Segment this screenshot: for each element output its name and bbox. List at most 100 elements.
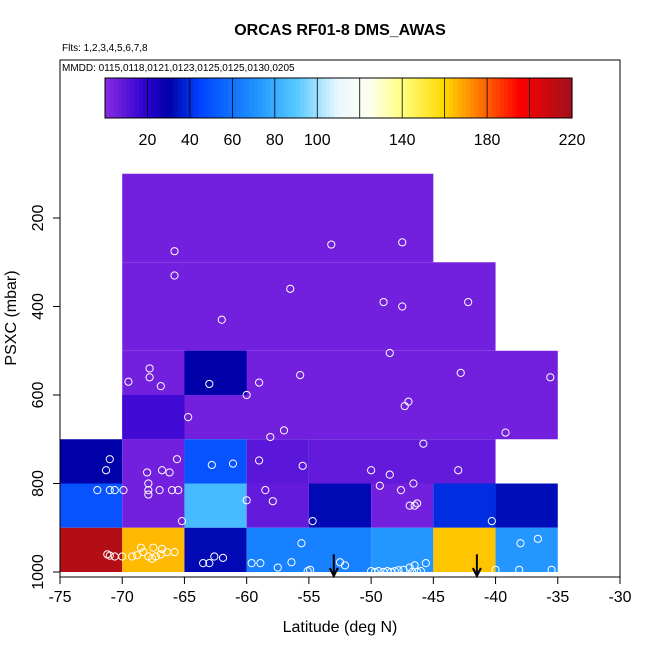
colorbar-segment xyxy=(512,78,518,118)
observation-point xyxy=(273,563,282,572)
observation-point xyxy=(516,539,525,548)
observation-point xyxy=(386,567,396,577)
observation-point xyxy=(255,378,264,387)
observation-point xyxy=(105,486,114,495)
y-axis: 200 400 600 800 1000 xyxy=(30,205,61,590)
observation-point xyxy=(398,302,407,311)
colorbar-segment xyxy=(393,78,399,118)
observation-point xyxy=(409,479,418,488)
observation-point xyxy=(306,565,315,574)
colorbar-segment xyxy=(448,78,454,118)
observation-point xyxy=(298,461,307,470)
observation-point xyxy=(405,501,414,510)
observation-point xyxy=(157,466,167,475)
colorbar-segment xyxy=(563,78,569,118)
colorbar-segment xyxy=(143,78,149,118)
heatmap-cells xyxy=(60,173,558,572)
chart-title: ORCAS RF01-8 DMS_AWAS xyxy=(234,22,446,39)
heatmap-cell xyxy=(122,483,185,528)
observation-point xyxy=(170,547,179,557)
observation-point xyxy=(105,455,114,464)
observation-point xyxy=(149,543,158,552)
observation-point xyxy=(261,486,270,495)
observation-point xyxy=(421,559,430,568)
colorbar-segment xyxy=(491,78,497,118)
colorbar-segment xyxy=(495,78,501,118)
observation-point xyxy=(136,543,145,552)
colorbar-segment xyxy=(240,78,246,118)
observation-point xyxy=(177,517,187,526)
observation-point xyxy=(128,552,137,561)
colorbar-segment xyxy=(266,78,272,118)
colorbar-segment xyxy=(397,78,403,118)
x-axis: -75 -70 -65 -60 -55 -50 -45 -40 -35 -30 xyxy=(48,576,632,606)
observation-point xyxy=(396,486,406,495)
observation-point xyxy=(385,470,394,479)
colorbar-segment xyxy=(559,78,565,118)
y-tick-label: 1000 xyxy=(30,554,47,590)
colorbar-segment xyxy=(189,78,195,118)
observation-point xyxy=(416,567,425,576)
colorbar-segment xyxy=(385,78,391,118)
observation-point xyxy=(266,432,275,442)
colorbar-segment xyxy=(376,78,382,118)
colorbar-segment xyxy=(414,78,420,118)
observation-point xyxy=(145,364,154,373)
observation-point xyxy=(256,559,265,568)
observation-point xyxy=(101,466,111,475)
dates-subtitle: MMDD: 0115,0118,0121,0123,0125,0125,0130… xyxy=(62,63,295,74)
heatmap-cell xyxy=(60,483,123,528)
colorbar-segment xyxy=(419,78,425,118)
observation-point xyxy=(456,368,465,377)
colorbar-tick-label: 100 xyxy=(304,132,331,149)
y-tick-label: 600 xyxy=(30,382,47,409)
colorbar-segment xyxy=(334,78,340,118)
observation-point xyxy=(501,428,510,437)
colorbar-segment xyxy=(542,78,548,118)
heatmap-cell xyxy=(60,439,123,484)
observation-point xyxy=(279,426,289,435)
observation-point xyxy=(184,413,193,422)
observation-point xyxy=(205,379,214,389)
observation-point xyxy=(390,567,399,576)
colorbar-segment xyxy=(342,78,348,118)
observation-point xyxy=(255,456,264,465)
observation-point xyxy=(205,559,214,568)
colorbar-tick-label: 220 xyxy=(559,132,586,149)
colorbar-segment xyxy=(508,78,514,118)
heatmap-cell xyxy=(433,483,496,528)
heatmap-cell xyxy=(371,483,434,528)
observation-point xyxy=(374,567,383,576)
observation-point xyxy=(139,547,148,557)
colorbar-segment xyxy=(270,78,276,118)
colorbar-segment xyxy=(105,78,110,118)
colorbar-segment xyxy=(198,78,204,118)
heatmap-cell xyxy=(122,395,185,440)
colorbar-segment xyxy=(253,78,259,118)
colorbar-segment xyxy=(232,78,238,118)
colorbar-segment xyxy=(525,78,531,118)
flights-subtitle: Flts: 1,2,3,4,5,6,7,8 xyxy=(62,43,148,54)
colorbar-segment xyxy=(567,78,573,118)
colorbar-segment xyxy=(138,78,144,118)
arrow-head xyxy=(471,567,482,579)
colorbar-segment xyxy=(499,78,505,118)
heatmap-cell xyxy=(184,527,247,572)
colorbar-segment xyxy=(151,78,157,118)
colorbar-segment xyxy=(529,78,535,118)
colorbar-segment xyxy=(321,78,327,118)
colorbar-segment xyxy=(147,78,153,118)
colorbar-segment xyxy=(236,78,242,118)
observation-point xyxy=(242,390,251,400)
observation-point xyxy=(93,486,102,495)
colorbar-segment xyxy=(457,78,463,118)
heatmap-cell xyxy=(122,173,434,263)
heatmap-cell xyxy=(308,483,372,528)
colorbar-segment xyxy=(482,78,488,118)
x-tick-label: -60 xyxy=(235,589,258,606)
heatmap-cell xyxy=(246,439,309,484)
heatmap-cell xyxy=(495,483,558,528)
x-tick-label: -50 xyxy=(360,589,383,606)
colorbar-segment xyxy=(206,78,212,118)
colorbar-segment xyxy=(185,78,191,118)
